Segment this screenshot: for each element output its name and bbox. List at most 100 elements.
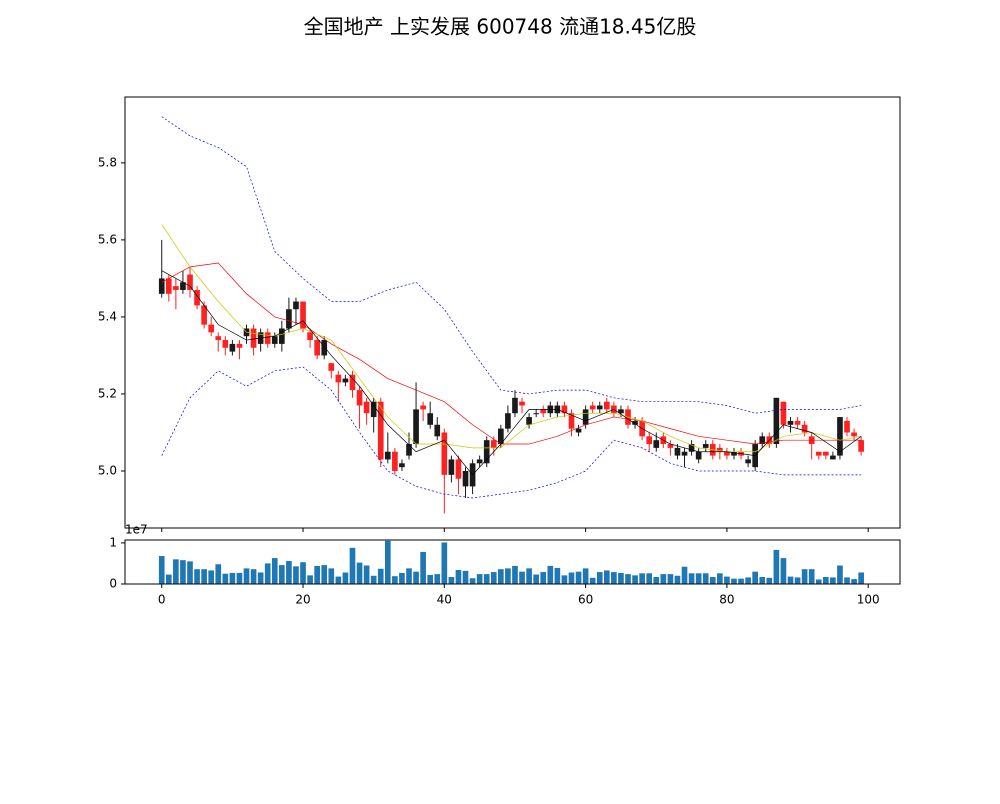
volume-bar xyxy=(801,569,808,584)
volume-bar xyxy=(462,570,469,584)
volume-bar xyxy=(215,564,222,584)
volume-bar xyxy=(286,560,292,584)
volume-bar xyxy=(681,566,688,584)
volume-bar xyxy=(639,573,645,584)
candle-body xyxy=(674,447,681,456)
volume-bar xyxy=(377,568,384,584)
y-tick-label: 5.0 xyxy=(98,463,117,477)
volume-bar xyxy=(229,572,236,584)
volume-panel xyxy=(158,540,864,584)
candle-body xyxy=(667,444,674,448)
volume-bar xyxy=(194,569,200,584)
candle-body xyxy=(420,405,426,410)
candle-body xyxy=(250,328,257,348)
x-tick-label: 60 xyxy=(578,593,593,607)
volume-bar xyxy=(469,578,476,584)
candle-body xyxy=(483,440,490,464)
volume-bar xyxy=(653,577,660,584)
candle-body xyxy=(187,274,193,290)
volume-bar xyxy=(476,574,483,584)
candle-body xyxy=(646,436,653,445)
candle-body xyxy=(702,444,709,448)
volume-bar xyxy=(625,574,631,584)
volume-bar xyxy=(618,572,624,584)
volume-bar xyxy=(596,572,603,584)
volume-bar xyxy=(554,567,561,584)
volume-bar xyxy=(582,568,589,584)
candle-body xyxy=(194,289,200,306)
volume-bar xyxy=(173,559,179,584)
volume-bar xyxy=(646,573,653,584)
volume-bar xyxy=(208,570,215,584)
candle-body xyxy=(519,401,525,406)
volume-bar xyxy=(815,579,822,584)
volume-bar xyxy=(490,572,497,584)
x-tick-label: 20 xyxy=(295,593,310,607)
candle-body xyxy=(434,424,441,437)
volume-bar xyxy=(830,577,836,584)
candle-body xyxy=(208,324,215,333)
candle-body xyxy=(222,340,229,348)
candle-body xyxy=(681,451,688,456)
candle-body xyxy=(498,428,504,445)
price-panel xyxy=(158,116,864,514)
x-tick-label: 80 xyxy=(719,593,734,607)
volume-bar xyxy=(688,573,695,584)
volume-bar xyxy=(236,572,243,584)
volume-bar xyxy=(787,576,794,584)
y-tick-label: 5.2 xyxy=(98,386,117,400)
candle-body xyxy=(427,413,434,425)
volume-bar xyxy=(611,572,617,584)
candle-body xyxy=(236,343,243,348)
candle-body xyxy=(745,459,751,464)
candle-body xyxy=(844,420,850,433)
candle-body xyxy=(271,336,278,344)
volume-bar xyxy=(695,573,702,584)
candle-body xyxy=(858,440,864,452)
volume-bar xyxy=(745,577,751,584)
volume-bar xyxy=(335,576,342,584)
candle-body xyxy=(688,444,695,452)
volume-bar xyxy=(441,542,448,584)
x-tick-label: 100 xyxy=(857,593,880,607)
volume-bar xyxy=(752,571,758,584)
volume-bar xyxy=(498,569,504,584)
volume-bar xyxy=(222,573,229,584)
volume-bar xyxy=(187,561,193,584)
volume-offset-label: 1e7 xyxy=(125,523,148,537)
volume-bar xyxy=(844,577,850,584)
candle-body xyxy=(165,278,172,294)
volume-bar xyxy=(808,569,815,584)
volume-bar xyxy=(738,578,744,584)
candle-body xyxy=(173,286,179,290)
candle-body xyxy=(342,378,349,383)
volume-bar xyxy=(314,565,320,584)
volume-bar xyxy=(328,568,335,584)
candle-body xyxy=(724,451,730,456)
volume-bar xyxy=(420,551,426,584)
candle-body xyxy=(363,401,370,414)
candle-body xyxy=(731,451,737,456)
volume-y-tick-label: 0 xyxy=(109,577,117,591)
candle-body xyxy=(794,420,801,425)
volume-bar xyxy=(709,577,716,584)
volume-bar xyxy=(822,577,829,584)
candle-body xyxy=(300,301,306,329)
volume-bar xyxy=(293,566,299,584)
volume-bar xyxy=(851,579,857,584)
candle-body xyxy=(603,401,610,410)
candle-body xyxy=(830,455,836,460)
volume-bar xyxy=(165,574,172,584)
volume-bar xyxy=(392,576,398,584)
candle-body xyxy=(717,447,723,452)
volume-bar xyxy=(158,556,165,584)
candle-body xyxy=(264,332,271,344)
volume-bar xyxy=(201,569,207,584)
candle-body xyxy=(286,309,292,329)
volume-frame xyxy=(124,539,901,585)
candle-body xyxy=(180,282,186,290)
candle-body xyxy=(399,463,405,468)
volume-bar xyxy=(519,571,525,584)
volume-bar xyxy=(250,569,257,584)
candle-body xyxy=(618,409,624,414)
